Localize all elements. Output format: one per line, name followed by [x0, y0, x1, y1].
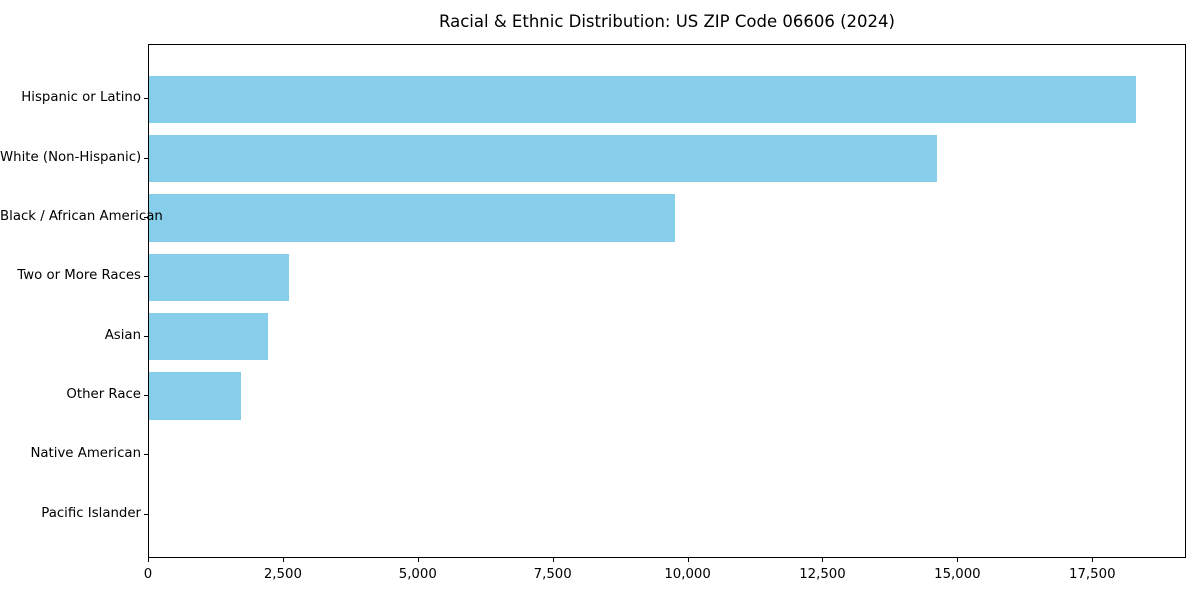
bar-other-race — [149, 372, 241, 420]
y-tick-label-hispanic-or-latino: Hispanic or Latino — [21, 90, 141, 106]
x-tick-mark — [822, 558, 824, 562]
y-tick-mark — [144, 157, 148, 159]
bar-asian — [149, 312, 268, 361]
x-tick-label-17500: 17,500 — [1069, 567, 1116, 582]
y-tick-mark — [144, 513, 148, 515]
y-tick-mark — [144, 276, 148, 278]
plot-area — [148, 44, 1186, 558]
x-tick-mark — [957, 558, 959, 562]
y-tick-mark — [144, 454, 148, 456]
y-tick-mark — [144, 335, 148, 337]
x-tick-label-5000: 5,000 — [398, 567, 437, 582]
x-tick-mark — [1092, 558, 1094, 562]
x-tick-mark — [417, 558, 419, 562]
y-tick-label-two-or-more-races: Two or More Races — [17, 268, 141, 284]
y-tick-label-other-race: Other Race — [66, 387, 141, 403]
bar-hispanic-or-latino — [149, 75, 1137, 124]
x-tick-mark — [282, 558, 284, 562]
x-tick-mark — [687, 558, 689, 562]
x-tick-mark — [148, 558, 149, 562]
bar-white-non-hispanic — [149, 134, 937, 183]
y-tick-label-black-african-american: Black / African American — [0, 209, 163, 224]
chart-title: Racial & Ethnic Distribution: US ZIP Cod… — [439, 12, 895, 31]
x-tick-label-15000: 15,000 — [934, 567, 981, 582]
y-tick-mark — [144, 217, 148, 218]
x-tick-label-12500: 12,500 — [799, 567, 846, 582]
x-tick-label-0: 0 — [143, 567, 153, 582]
y-tick-mark — [144, 395, 148, 397]
y-tick-label-asian: Asian — [104, 327, 141, 343]
y-tick-label-pacific-islander: Pacific Islander — [41, 505, 141, 521]
y-tick-label-native-american: Native American — [30, 446, 141, 462]
x-tick-label-2500: 2,500 — [263, 567, 302, 582]
y-tick-label-white-non-hispanic: White (Non-Hispanic) — [0, 149, 142, 165]
x-tick-label-7500: 7,500 — [533, 567, 572, 582]
x-tick-label-10000: 10,000 — [664, 567, 711, 582]
x-tick-mark — [552, 558, 554, 562]
bar-black-african-american — [149, 194, 676, 242]
y-tick-mark — [144, 98, 148, 100]
bar-two-or-more-races — [149, 253, 290, 302]
